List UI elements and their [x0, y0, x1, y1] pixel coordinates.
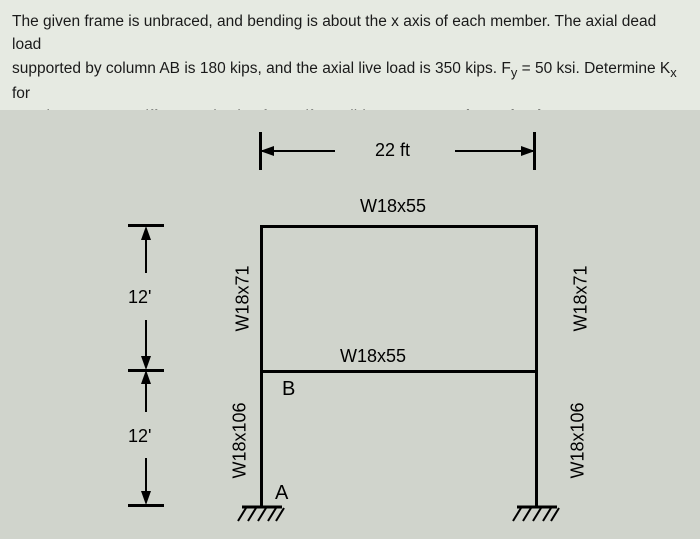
problem-line-1: The given frame is unbraced, and bending… — [12, 10, 688, 57]
node-a-label: A — [275, 482, 288, 505]
support-right — [511, 505, 563, 527]
col-upper-right-label: W18x71 — [571, 265, 592, 331]
dim-left-lower-arrow-down — [141, 491, 151, 505]
dim-left-upper-label: 12' — [128, 287, 151, 308]
beam-top — [260, 225, 538, 228]
support-left — [236, 505, 288, 527]
dim-left-upper-arrow-down — [141, 356, 151, 370]
beam-mid-label: W18x55 — [340, 346, 406, 367]
col-lower-right-label: W18x106 — [568, 402, 589, 478]
dim-top-tick-right — [533, 132, 536, 170]
beam-mid — [260, 370, 538, 373]
col-left-upper — [260, 225, 263, 373]
dim-left-upper-arrow-up — [141, 226, 151, 240]
dim-top-arrow-left — [260, 146, 274, 156]
node-b-label: B — [282, 378, 295, 401]
dim-left-lower-label: 12' — [128, 426, 151, 447]
dim-left-lower — [145, 382, 147, 412]
beam-top-label: W18x55 — [360, 196, 426, 217]
problem-line-2: supported by column AB is 180 kips, and … — [12, 57, 688, 106]
col-left-lower — [260, 370, 263, 508]
col-right-upper — [535, 225, 538, 373]
col-upper-left-label: W18x71 — [233, 265, 254, 331]
dim-top-label: 22 ft — [375, 140, 410, 161]
dim-top-tick-left — [259, 132, 262, 170]
frame-diagram: 22 ft W18x55 W18x55 W18x71 W18x106 W18x7… — [0, 110, 700, 539]
dim-left-upper — [145, 238, 147, 273]
col-right-lower — [535, 370, 538, 508]
dim-left-lower-b — [145, 458, 147, 493]
dim-left-lower-arrow-up — [141, 370, 151, 384]
dim-left-tick-bot — [128, 504, 164, 507]
dim-left-tick-top — [128, 224, 164, 227]
dim-left-upper-b — [145, 320, 147, 358]
col-lower-left-label: W18x106 — [230, 402, 251, 478]
